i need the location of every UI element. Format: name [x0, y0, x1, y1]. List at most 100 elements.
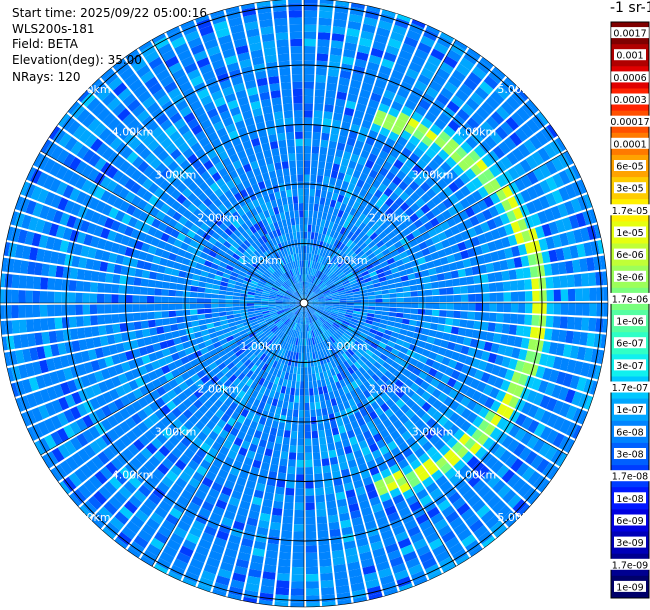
- ray-gate: [293, 330, 297, 338]
- ray-gate: [294, 292, 300, 298]
- ray-gate: [320, 451, 329, 460]
- ray-gate: [146, 517, 161, 531]
- ray-gate: [361, 398, 371, 408]
- ray-gate: [75, 292, 83, 303]
- ray-gate: [314, 321, 320, 328]
- ray-gate: [268, 306, 276, 309]
- ray-gate: [304, 417, 311, 425]
- ray-gate: [204, 380, 214, 389]
- ray-gate: [412, 367, 422, 376]
- ray-gate: [431, 344, 440, 354]
- ray-gate: [190, 315, 199, 321]
- ray-gate: [347, 459, 357, 469]
- ray-gate: [383, 89, 396, 101]
- ray-gate: [353, 270, 361, 277]
- ray-gate: [325, 493, 336, 502]
- ray-gate: [324, 198, 331, 207]
- ray-gate: [349, 279, 358, 285]
- ray-gate: [304, 3, 318, 11]
- ray-gate: [309, 337, 313, 346]
- ray-gate: [447, 138, 460, 151]
- ray-gate: [407, 525, 421, 537]
- ray-gate: [545, 315, 554, 328]
- ray-gate: [247, 291, 255, 296]
- ray-gate: [476, 504, 491, 519]
- ray-gate: [306, 317, 309, 325]
- ray-gate: [478, 330, 488, 341]
- ray-gate: [419, 519, 433, 532]
- ray-gate: [258, 320, 266, 326]
- ray-gate: [332, 223, 339, 231]
- ray-gate: [31, 232, 42, 247]
- ray-gate: [515, 325, 525, 336]
- ray-gate: [412, 332, 422, 340]
- ray-gate: [344, 287, 353, 292]
- ray-gate: [306, 581, 319, 589]
- ray-gate: [242, 280, 251, 286]
- ray-gate: [297, 309, 302, 316]
- ray-gate: [48, 330, 58, 344]
- ray-gate: [305, 267, 308, 275]
- ray-gate: [317, 306, 325, 310]
- ray-gate: [313, 124, 322, 133]
- ray-gate: [429, 487, 443, 500]
- ray-gate: [479, 140, 492, 154]
- ray-gate: [425, 129, 438, 142]
- ray-gate: [150, 512, 164, 525]
- ray-gate: [319, 342, 325, 350]
- ray-gate: [507, 196, 519, 209]
- ray-gate: [346, 309, 354, 313]
- ray-gate: [376, 345, 385, 353]
- ray-gate: [324, 486, 335, 495]
- ray-gate: [136, 186, 148, 198]
- ray-gate: [362, 245, 371, 254]
- ray-gate: [236, 339, 245, 346]
- ray-gate: [213, 279, 222, 286]
- ray-gate: [236, 323, 244, 329]
- ray-gate: [200, 270, 209, 278]
- ray-gate: [465, 424, 478, 437]
- ray-gate: [367, 386, 376, 395]
- ray-gate: [373, 248, 382, 256]
- ray-gate: [353, 328, 362, 335]
- ray-gate: [331, 295, 340, 299]
- ray-gate: [298, 324, 301, 332]
- ray-gate: [525, 303, 533, 314]
- ray-gate: [362, 143, 373, 153]
- ray-gate: [120, 146, 134, 160]
- ray-gate: [385, 113, 397, 125]
- ray-gate: [341, 322, 349, 328]
- ray-gate: [377, 327, 386, 334]
- ray-gate: [298, 352, 302, 360]
- ray-gate: [333, 322, 340, 328]
- ray-gate: [435, 213, 446, 224]
- ray-gate: [311, 315, 316, 322]
- ray-gate: [517, 503, 533, 519]
- ray-gate: [327, 75, 339, 85]
- ray-gate: [304, 88, 314, 97]
- ray-gate: [170, 229, 180, 239]
- ray-gate: [332, 163, 340, 172]
- ray-gate: [284, 494, 294, 503]
- ray-gate: [154, 288, 162, 296]
- ray-gate: [182, 309, 191, 316]
- ray-gate: [121, 361, 131, 373]
- ray-gate: [125, 350, 135, 361]
- ray-gate: [366, 288, 375, 293]
- ray-gate: [223, 397, 233, 407]
- ray-gate: [351, 255, 360, 263]
- ray-gate: [589, 303, 597, 317]
- ray-gate: [325, 301, 333, 303]
- ray-gate: [430, 171, 441, 183]
- ray-gate: [208, 362, 218, 371]
- ray-gate: [276, 293, 284, 297]
- ray-gate: [396, 87, 410, 99]
- ray-gate: [333, 112, 343, 122]
- ray-gate: [218, 393, 228, 403]
- ray-gate: [510, 313, 518, 324]
- ray-gate: [189, 291, 198, 298]
- ray-gate: [324, 307, 332, 311]
- ray-gate: [256, 285, 264, 290]
- ray-gate: [358, 392, 367, 402]
- ray-gate: [247, 311, 256, 315]
